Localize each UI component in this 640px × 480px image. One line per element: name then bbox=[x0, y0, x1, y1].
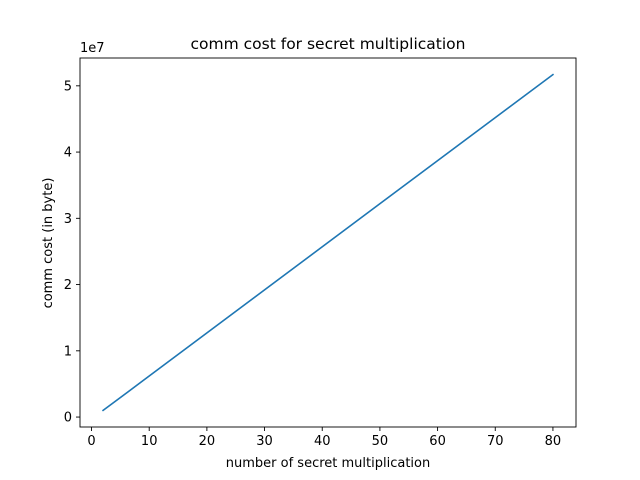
y-tick-label: 3 bbox=[64, 212, 72, 227]
y-tick-label: 2 bbox=[64, 278, 72, 293]
x-tick-label: 60 bbox=[429, 434, 446, 449]
x-tick-label: 10 bbox=[141, 434, 158, 449]
y-tick-label: 1 bbox=[64, 344, 72, 359]
plot-area: 0 10 20 30 40 50 60 70 80 0 1 2 3 4 5 bbox=[64, 57, 577, 449]
x-tick-label: 0 bbox=[87, 434, 95, 449]
y-tick-label: 4 bbox=[64, 146, 72, 161]
axes-frame bbox=[79, 57, 577, 428]
x-tick-label: 20 bbox=[199, 434, 216, 449]
x-tick-label: 80 bbox=[545, 434, 562, 449]
y-tick-label: 0 bbox=[64, 411, 72, 426]
chart-title: comm cost for secret multiplication bbox=[191, 35, 466, 53]
x-tick-label: 50 bbox=[372, 434, 389, 449]
series-line-0 bbox=[101, 73, 555, 412]
x-tick-label: 40 bbox=[314, 434, 331, 449]
x-axis-label: number of secret multiplication bbox=[226, 456, 430, 471]
x-tick-label: 30 bbox=[256, 434, 273, 449]
y-tick-label: 5 bbox=[64, 79, 72, 94]
y-axis-label: comm cost (in byte) bbox=[41, 178, 56, 309]
x-tick-label: 70 bbox=[487, 434, 504, 449]
y-offset-label: 1e7 bbox=[80, 41, 105, 56]
